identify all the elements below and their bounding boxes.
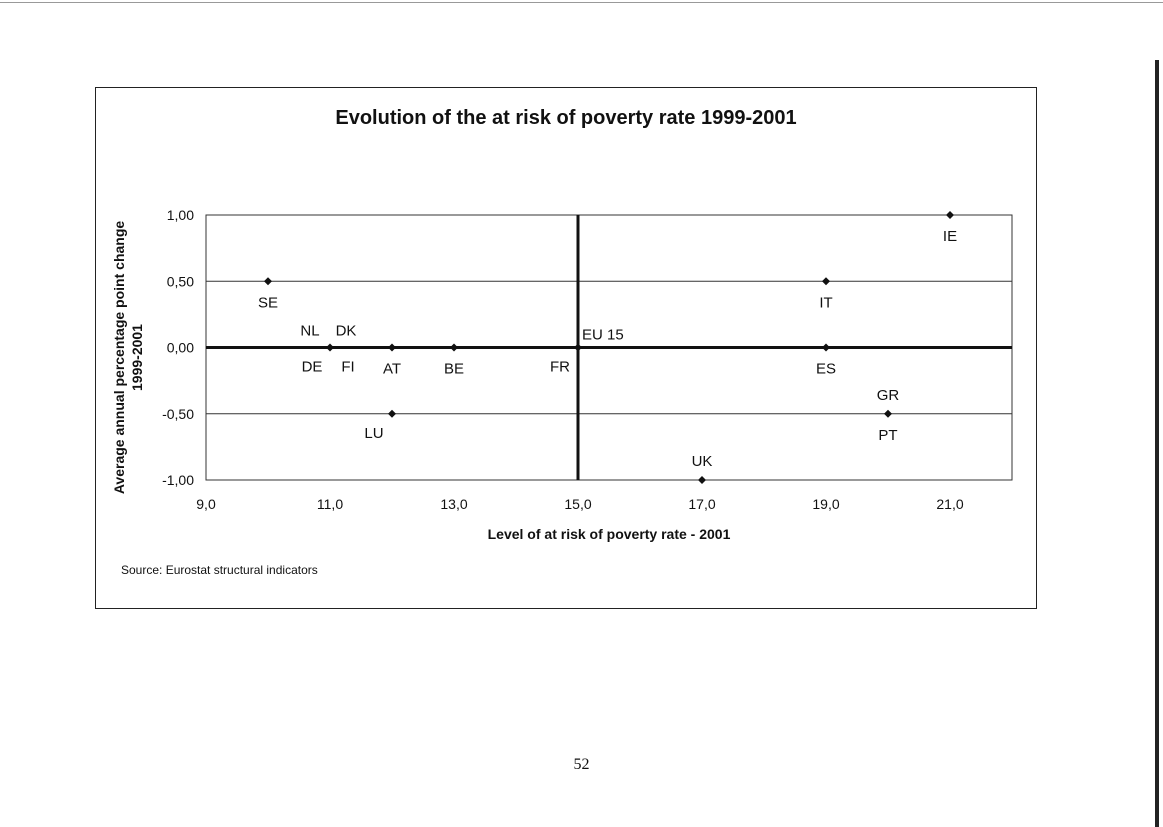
x-tick-label: 17,0 — [688, 496, 715, 512]
point-label-fi: FI — [341, 359, 354, 376]
y-tick-label: -1,00 — [162, 472, 194, 488]
chart-frame — [95, 87, 1037, 609]
data-point — [326, 343, 334, 352]
point-label-ie: IE — [943, 228, 957, 245]
page-top-edge — [0, 2, 1163, 3]
source-note: Source: Eurostat structural indicators — [121, 563, 318, 577]
y-tick-label: 0,50 — [167, 273, 194, 289]
data-point — [698, 476, 706, 484]
point-label-it: IT — [819, 294, 832, 311]
page-right-edge — [1155, 60, 1159, 827]
chart-title: Evolution of the at risk of poverty rate… — [335, 107, 797, 129]
point-label-de: DE — [302, 359, 323, 376]
x-tick-label: 9,0 — [196, 496, 216, 512]
y-axis-label-years: 1999-2001 — [129, 324, 145, 391]
data-point — [574, 343, 582, 352]
point-label-at: AT — [383, 361, 401, 378]
eu15-label: EU 15 — [582, 327, 624, 344]
x-tick-label: 19,0 — [812, 496, 839, 512]
point-label-pt: PT — [878, 427, 897, 444]
x-tick-label: 21,0 — [936, 496, 963, 512]
point-label-dk: DK — [336, 323, 357, 340]
y-tick-label: -0,50 — [162, 406, 194, 422]
data-point — [822, 277, 830, 286]
data-point — [450, 343, 458, 352]
data-point — [946, 211, 954, 219]
data-point — [822, 343, 830, 352]
data-point — [884, 409, 892, 418]
point-label-be: BE — [444, 361, 464, 378]
data-point — [388, 343, 396, 352]
y-axis-label: Average annual percentage point change — [111, 221, 127, 495]
x-axis-label: Level of at risk of poverty rate - 2001 — [488, 526, 731, 542]
point-label-se: SE — [258, 294, 278, 311]
page-number: 52 — [573, 756, 590, 773]
y-tick-label: 1,00 — [167, 207, 194, 223]
x-tick-label: 15,0 — [564, 496, 591, 512]
y-tick-label: 0,00 — [167, 340, 194, 356]
point-label-gr: GR — [877, 387, 900, 404]
point-label-fr: FR — [550, 359, 570, 376]
point-label-lu: LU — [364, 425, 383, 442]
point-label-nl: NL — [300, 323, 319, 340]
data-point — [388, 409, 396, 418]
point-label-uk: UK — [692, 453, 713, 470]
point-label-es: ES — [816, 361, 836, 378]
data-point — [264, 277, 272, 286]
x-tick-label: 11,0 — [317, 496, 343, 512]
x-tick-label: 13,0 — [440, 496, 467, 512]
